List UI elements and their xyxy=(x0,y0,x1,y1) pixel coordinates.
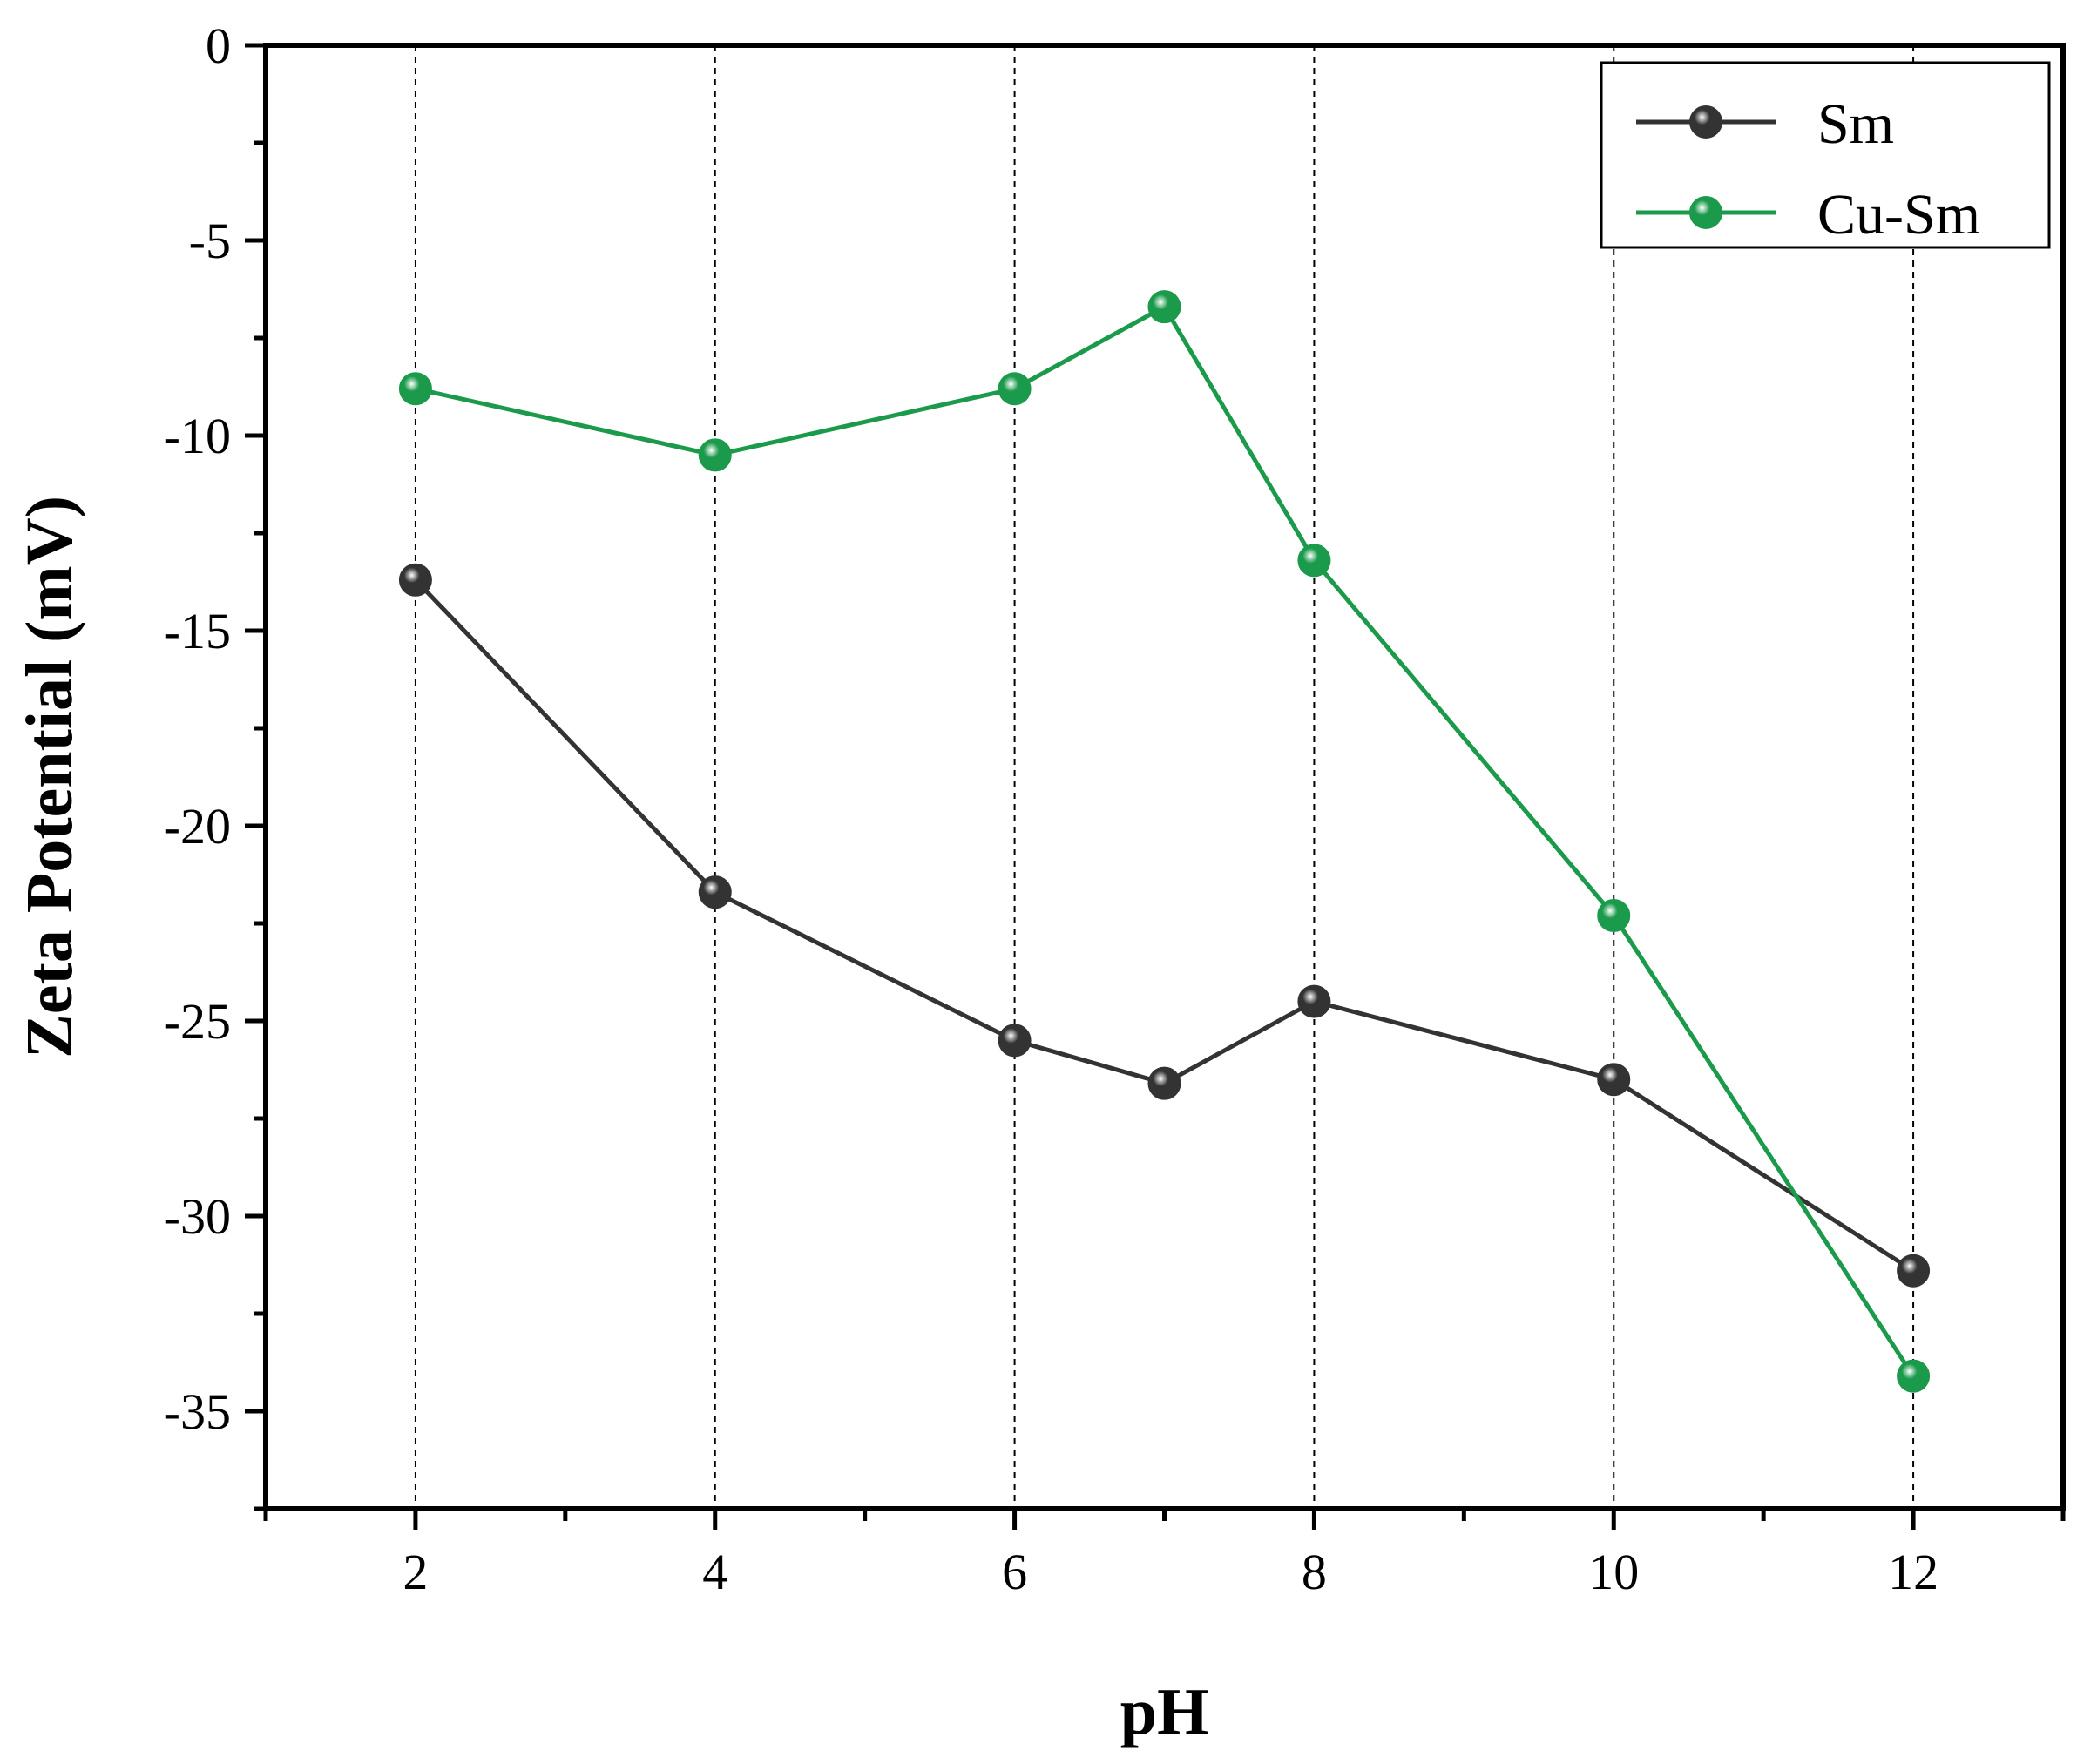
data-point-cu-sm xyxy=(1147,290,1181,324)
y-tick-label: -30 xyxy=(164,1188,231,1245)
plot-series xyxy=(398,290,1931,1393)
data-point-sm xyxy=(1597,1063,1631,1097)
y-tick-label: 0 xyxy=(206,17,231,74)
legend: Sm Cu-Sm xyxy=(1600,61,2051,249)
y-tick-label: -20 xyxy=(164,798,231,855)
data-point-sm xyxy=(998,1024,1032,1058)
y-axis-title: Zeta Potential (mV) xyxy=(13,496,86,1058)
y-tick-label: -15 xyxy=(164,603,231,659)
data-point-sm xyxy=(1147,1066,1181,1100)
legend-item-cu-sm: Cu-Sm xyxy=(1636,183,1980,247)
legend-swatch-marker xyxy=(1689,196,1722,229)
grid-lines xyxy=(414,45,1915,1509)
plot-frame xyxy=(263,43,2066,1511)
data-point-sm xyxy=(398,563,432,597)
series-sm xyxy=(398,563,1931,1288)
legend-label: Sm xyxy=(1817,92,1894,156)
series-line-cu-sm xyxy=(415,303,1916,1378)
legend-item-sm: Sm xyxy=(1636,92,1894,156)
series-cu-sm xyxy=(398,290,1931,1393)
y-tick-label: -10 xyxy=(164,408,231,464)
data-point-cu-sm xyxy=(1297,544,1331,578)
x-tick-label: 4 xyxy=(702,1544,727,1600)
legend-box xyxy=(1600,61,2051,249)
x-tick-label: 2 xyxy=(403,1544,428,1600)
data-point-cu-sm xyxy=(398,372,432,406)
legend-label: Cu-Sm xyxy=(1817,183,1980,247)
data-point-sm xyxy=(1897,1254,1931,1288)
x-tick-label: 10 xyxy=(1588,1544,1639,1600)
x-tick-label: 8 xyxy=(1302,1544,1327,1600)
y-tick-label: -25 xyxy=(164,993,231,1050)
series-line-sm xyxy=(414,578,1915,1273)
legend-swatch-marker xyxy=(1689,105,1722,139)
y-tick-label: -35 xyxy=(164,1383,231,1440)
data-point-sm xyxy=(1297,984,1331,1018)
data-point-cu-sm xyxy=(1597,899,1631,933)
axes xyxy=(263,43,2066,1511)
y-tick-label: -5 xyxy=(189,213,231,269)
data-point-cu-sm xyxy=(698,438,732,472)
data-point-cu-sm xyxy=(998,372,1032,406)
x-tick-label: 12 xyxy=(1888,1544,1938,1600)
data-point-cu-sm xyxy=(1897,1359,1931,1393)
ticks: 2 4 6 8 10 12 0 -5 -10 -15 -20 -25 -30 -35 xyxy=(164,17,2066,1600)
x-tick-label: 6 xyxy=(1002,1544,1027,1600)
x-axis-title: pH xyxy=(1120,1675,1208,1748)
data-point-sm xyxy=(698,875,732,909)
